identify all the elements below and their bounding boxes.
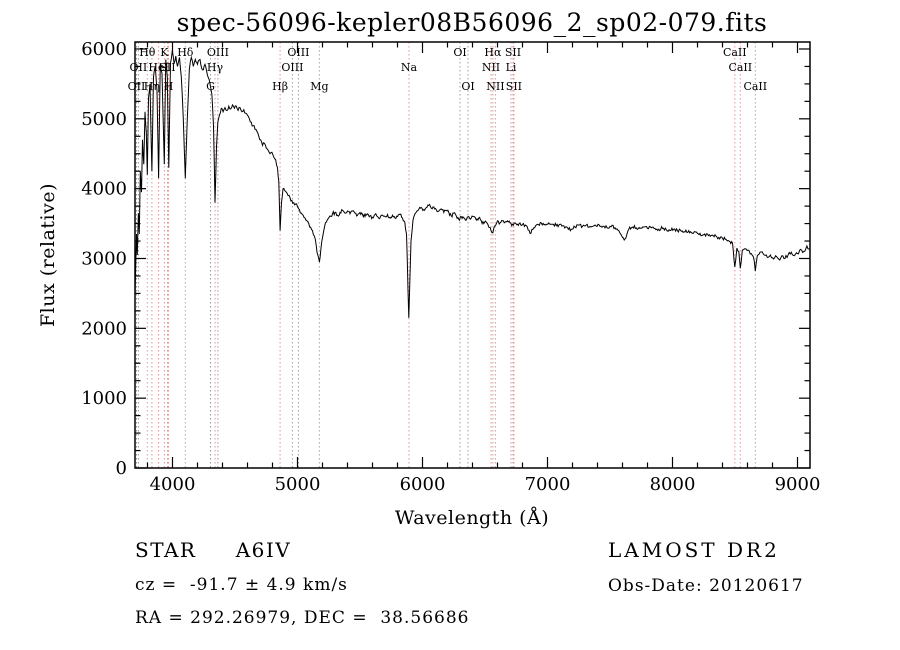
obs-date-text: Obs-Date: 20120617	[608, 576, 804, 596]
y-tick-label: 0	[116, 458, 127, 479]
spectral-line-label-oi: OI	[453, 46, 466, 59]
ra-dec-text: RA = 292.26979, DEC = 38.56686	[135, 608, 470, 628]
x-tick-label: 5000	[275, 474, 321, 495]
object-class-text: STAR A6IV	[135, 538, 292, 562]
x-tick-label: 6000	[400, 474, 446, 495]
x-tick-label: 7000	[525, 474, 571, 495]
spectral-line-label-oii: OII	[128, 80, 146, 93]
spectral-line-label-g: G	[206, 80, 215, 93]
y-tick-label: 4000	[81, 179, 127, 200]
spectrum-plot: spec-56096-kepler08B56096_2_sp02-079.fit…	[37, 8, 820, 529]
spectral-line-label-oiii: OIII	[281, 61, 303, 74]
spectral-line-label-hα: Hα	[484, 46, 502, 59]
plot-area: 4000 5000 6000 7000 8000 9000 0 1000 2000 3000 400…	[81, 39, 820, 495]
plot-title: spec-56096-kepler08B56096_2_sp02-079.fit…	[177, 8, 768, 37]
spectral-line-label-hδ: Hδ	[177, 46, 194, 59]
spectral-line-label-sii: SII	[159, 61, 175, 74]
spectral-line-label-nii: NII	[486, 80, 504, 93]
spectral-line-label-oiii: OIII	[287, 46, 309, 59]
spectral-line-label-k: K	[160, 46, 169, 59]
x-tick-label: 9000	[775, 474, 821, 495]
x-tick-label: 4000	[150, 474, 196, 495]
spectral-line-label-oi: OI	[461, 80, 474, 93]
spectral-line-label-nii: NII	[482, 61, 500, 74]
x-axis-label: Wavelength (Å)	[395, 507, 549, 529]
spectral-line-label-sii: SII	[505, 46, 521, 59]
survey-name-text: LAMOST DR2	[608, 538, 780, 562]
spectral-line-label-hei: HeI	[148, 61, 168, 74]
spectral-line-label-caii: CaII	[723, 46, 747, 59]
spectral-line-label-na: Na	[401, 61, 418, 74]
spectral-line-label-caii: CaII	[728, 61, 752, 74]
spectral-line-label-caii: CaII	[743, 80, 767, 93]
spectral-line-label-hγ: Hγ	[207, 61, 224, 74]
spectral-line-label-hβ: Hβ	[272, 80, 288, 93]
y-tick-label: 6000	[81, 39, 127, 60]
y-axis-label: Flux (relative)	[37, 183, 59, 327]
spectral-line-label-sii: SII	[506, 80, 522, 93]
y-tick-label: 1000	[81, 388, 127, 409]
spectral-line-label-mg: Mg	[310, 80, 328, 93]
y-tick-label: 2000	[81, 318, 127, 339]
spectral-line-label-h: H	[164, 80, 174, 93]
y-tick-label: 5000	[81, 109, 127, 130]
spectral-line-label-hη: Hη	[144, 80, 160, 93]
x-tick-label: 8000	[650, 474, 696, 495]
spectral-line-label-oii: OII	[130, 61, 148, 74]
y-tick-label: 3000	[81, 248, 127, 269]
spectral-line-label-hθ: Hθ	[139, 46, 156, 59]
radial-velocity-text: cz = -91.7 ± 4.9 km/s	[135, 575, 348, 595]
spectral-line-label-oiii: OIII	[207, 46, 229, 59]
spectrum-trace	[135, 50, 810, 318]
spectral-line-label-li: Li	[506, 61, 517, 74]
